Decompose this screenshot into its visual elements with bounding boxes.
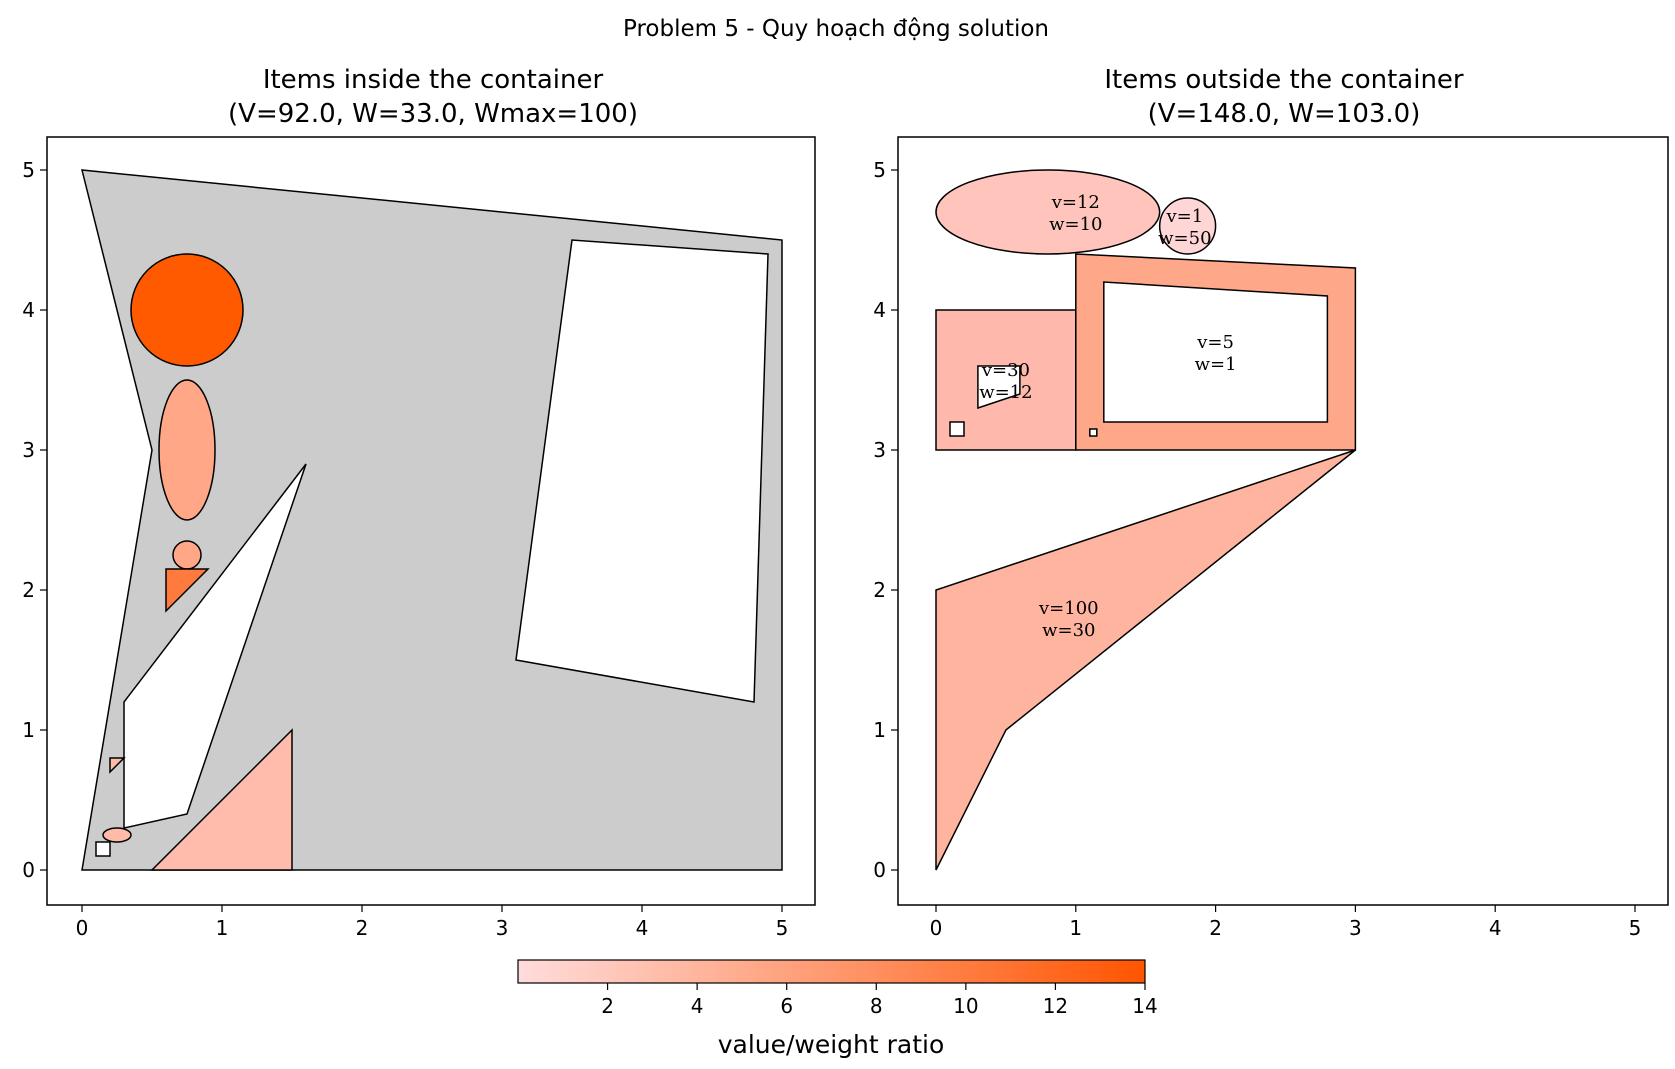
colorbar-ticks: 2 4 6 8 10 12 14 [601, 983, 1158, 1018]
inside-item-3-circle [172, 540, 202, 570]
inside-ytick-label-2: 2 [22, 578, 35, 602]
panel-outside-ticks: 0 1 2 3 4 5 0 1 2 3 4 5 [873, 158, 1641, 940]
inside-item-7-ellipse [102, 827, 132, 843]
colorbar-tick-label-14: 14 [1132, 994, 1157, 1018]
colorbar-tick-label-12: 12 [1043, 994, 1068, 1018]
outside-item-5-label-line1: v=100 [1038, 598, 1099, 619]
outside-xtick-label-1: 1 [1069, 916, 1082, 940]
outside-xtick-label-5: 5 [1629, 916, 1642, 940]
container-hole-2 [515, 239, 769, 703]
outside-item-1-label-line1: v=12 [1051, 192, 1100, 213]
figure-suptitle: Problem 5 - Quy hoạch động solution [623, 16, 1049, 42]
outside-item-4-label-line2: w=1 [1195, 354, 1237, 375]
inside-item-5-polygon [150, 728, 293, 871]
panel-outside: Items outside the container (V=148.0, W=… [873, 65, 1669, 940]
outside-item-1-ellipse [935, 169, 1161, 255]
outside-item-2-circle [1158, 197, 1217, 255]
outside-item-2-label-line1: v=1 [1165, 206, 1203, 227]
panel-outside-frame [897, 136, 1669, 906]
inside-item-1-circle [130, 253, 244, 367]
inside-xtick-label-1: 1 [216, 916, 229, 940]
panel-inside-ticks: 0 1 2 3 4 5 0 1 2 3 4 5 [22, 158, 788, 940]
inside-xtick-label-5: 5 [776, 916, 789, 940]
panel-outside-title-line1: Items outside the container [1104, 65, 1464, 95]
colorbar-tick-label-6: 6 [780, 994, 793, 1018]
inside-ytick-label-0: 0 [22, 858, 35, 882]
outside-item-1-label-line2: w=10 [1049, 214, 1102, 235]
panel-inside-title-line2: (V=92.0, W=33.0, Wmax=100) [228, 99, 638, 129]
outside-ytick-label-2: 2 [873, 578, 886, 602]
outside-item-3-hole-2 [949, 421, 965, 437]
outside-item-5-polygon [935, 449, 1356, 871]
colorbar-tick-label-8: 8 [870, 994, 883, 1018]
outside-item-3-hole-1 [977, 365, 1021, 410]
outside-item-5-label-line2: w=30 [1042, 620, 1095, 641]
inside-ytick-label-1: 1 [22, 718, 35, 742]
inside-xtick-label-0: 0 [76, 916, 89, 940]
colorbar-gradient [517, 959, 1146, 984]
inside-xtick-label-4: 4 [636, 916, 649, 940]
panel-inside: Items inside the container (V=92.0, W=33… [22, 65, 816, 940]
outside-ytick-label-3: 3 [873, 438, 886, 462]
outside-ytick-label-4: 4 [873, 298, 886, 322]
outside-xtick-label-2: 2 [1209, 916, 1222, 940]
outside-xtick-label-0: 0 [930, 916, 943, 940]
inside-item-2-ellipse [158, 379, 216, 521]
outside-item-4-hole-1 [1103, 281, 1329, 423]
inside-ytick-label-3: 3 [22, 438, 35, 462]
outside-xtick-label-4: 4 [1489, 916, 1502, 940]
outside-item-3-label-line2: w=12 [979, 382, 1032, 403]
inside-item-8-polygon [95, 841, 111, 857]
colorbar-label: value/weight ratio [718, 1030, 945, 1059]
colorbar: 2 4 6 8 10 12 14 value/weight ratio [517, 959, 1158, 1059]
panel-inside-title-line1: Items inside the container [263, 65, 604, 95]
colorbar-tick-label-10: 10 [953, 994, 978, 1018]
container-hole-1 [123, 463, 307, 829]
colorbar-tick-label-4: 4 [691, 994, 704, 1018]
inside-ytick-label-5: 5 [22, 158, 35, 182]
outside-ytick-label-5: 5 [873, 158, 886, 182]
outside-ytick-label-0: 0 [873, 858, 886, 882]
inside-xtick-label-3: 3 [496, 916, 509, 940]
outside-item-4-hole-2 [1089, 428, 1098, 437]
panel-outside-title-line2: (V=148.0, W=103.0) [1148, 99, 1421, 129]
outside-ytick-label-1: 1 [873, 718, 886, 742]
colorbar-tick-label-2: 2 [601, 994, 614, 1018]
outside-item-2-label-line2: w=50 [1158, 228, 1211, 249]
inside-xtick-label-2: 2 [356, 916, 369, 940]
inside-item-6-polygon [109, 757, 126, 774]
outside-xtick-label-3: 3 [1349, 916, 1362, 940]
inside-item-4-polygon [165, 568, 210, 613]
outside-item-3-label-line1: v=30 [981, 360, 1030, 381]
outside-item-4-label-line1: v=5 [1196, 332, 1234, 353]
panel-inside-frame [46, 136, 816, 906]
panel-inside-marks [81, 169, 783, 871]
inside-ytick-label-4: 4 [22, 298, 35, 322]
